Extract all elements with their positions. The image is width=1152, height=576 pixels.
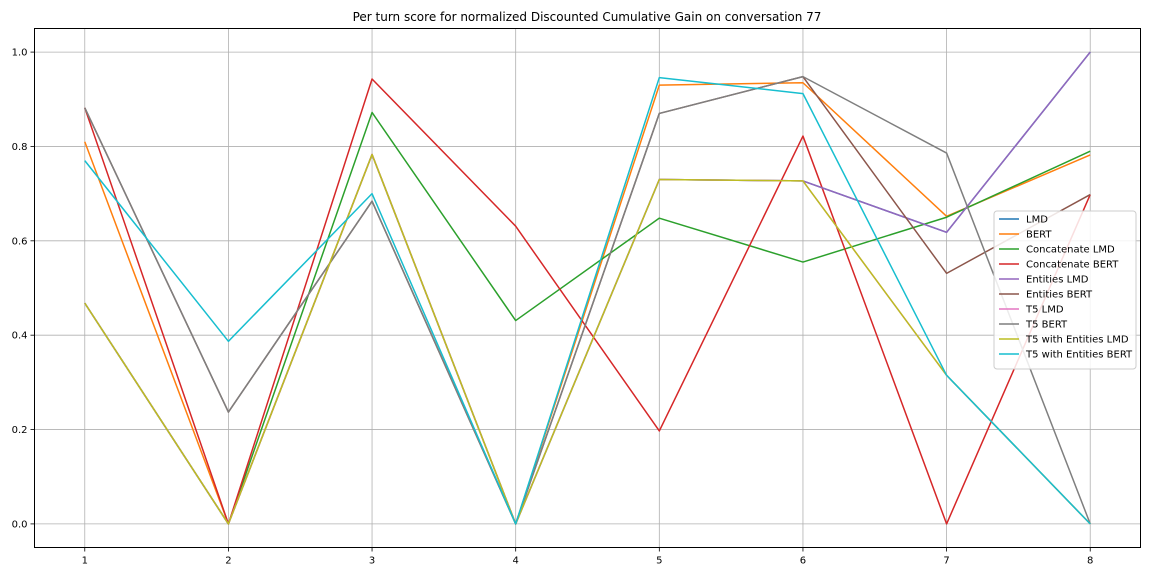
plot-frame	[34, 28, 1141, 548]
legend-label: T5 BERT	[1025, 320, 1068, 331]
series-line-lmd	[84, 51, 1091, 525]
series-line-concatenate-bert	[84, 78, 1091, 525]
grid	[34, 28, 1141, 548]
x-tick-label: 5	[656, 556, 662, 567]
legend-label: Concatenate LMD	[1026, 245, 1115, 256]
y-tick-label: 0.2	[12, 425, 28, 436]
legend-label: LMD	[1026, 215, 1048, 226]
legend-label: Entities LMD	[1026, 275, 1089, 286]
series-layer	[84, 51, 1091, 525]
chart-title: Per turn score for normalized Discounted…	[353, 10, 822, 24]
x-axis: 1 2 3 4 5 6 7 8	[82, 547, 1093, 567]
series-line-t5-with-entities-lmd	[84, 153, 1091, 525]
legend-label: Concatenate BERT	[1026, 260, 1119, 271]
y-axis: 0.0 0.2 0.4 0.6 0.8 1.0	[12, 48, 35, 530]
x-tick-label: 6	[800, 556, 806, 567]
legend-label: BERT	[1026, 230, 1052, 241]
x-tick-label: 4	[512, 556, 518, 567]
x-tick-label: 2	[225, 556, 231, 567]
legend-label: T5 with Entities BERT	[1025, 350, 1133, 361]
x-tick-label: 8	[1087, 556, 1093, 567]
legend-box	[993, 210, 1137, 370]
y-tick-label: 1.0	[12, 48, 28, 59]
y-tick-label: 0.6	[12, 236, 28, 247]
legend: LMD BERT Concatenate LMD Concatenate BERT En…	[993, 210, 1137, 370]
series-line-concatenate-lmd	[84, 111, 1091, 525]
y-tick-label: 0.8	[12, 142, 28, 153]
legend-label: Entities BERT	[1026, 290, 1093, 301]
x-tick-label: 1	[82, 556, 88, 567]
x-tick-label: 3	[369, 556, 375, 567]
legend-label: T5 with Entities LMD	[1025, 335, 1129, 346]
x-tick-label: 7	[943, 556, 949, 567]
y-tick-label: 0.4	[12, 331, 28, 342]
series-line-t5-bert	[84, 75, 1091, 525]
legend-label: T5 LMD	[1025, 305, 1064, 316]
series-line-t5-with-entities-bert	[84, 76, 1091, 525]
y-tick-label: 0.0	[12, 519, 28, 530]
series-line-entities-lmd	[84, 51, 1091, 525]
